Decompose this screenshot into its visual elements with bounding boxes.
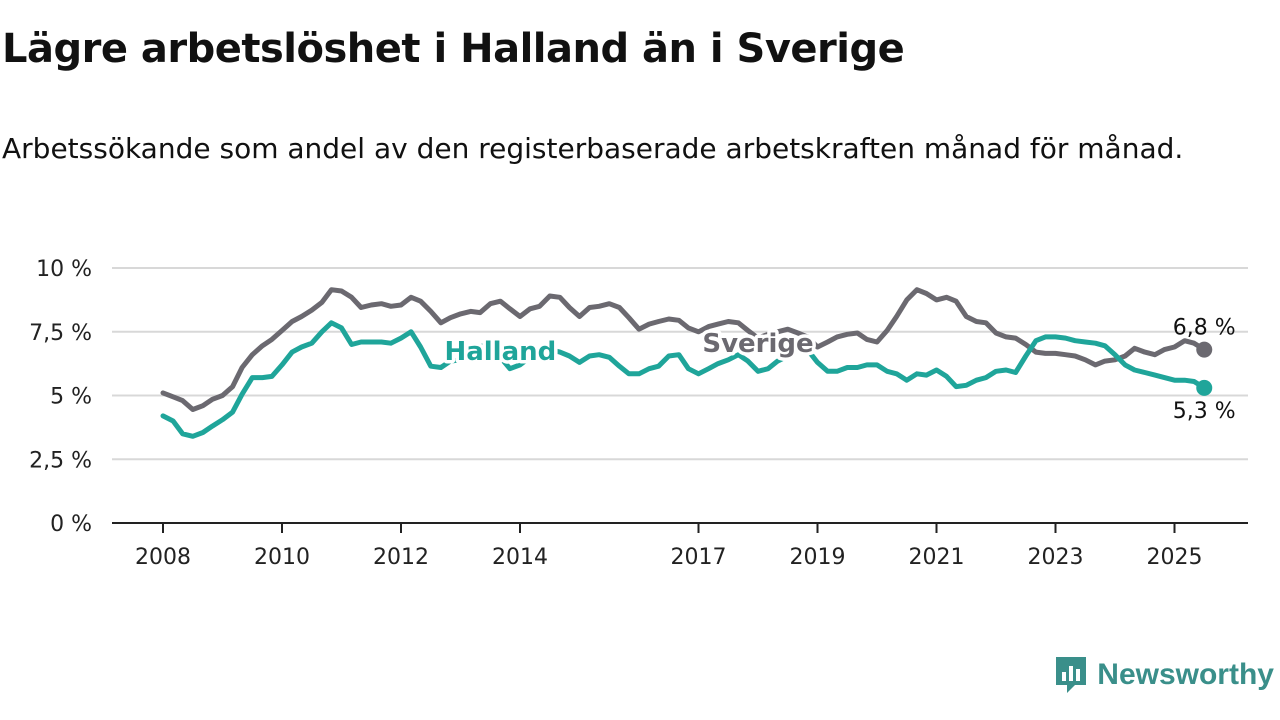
x-tick-label: 2008 [135,545,191,570]
series-label-sverige: Sverige [702,329,813,359]
series-line-halland [160,320,1207,439]
end-point-sverige [1196,341,1213,358]
end-label-halland: 5,3 % [1173,399,1236,424]
x-tick-label: 2010 [254,545,310,570]
x-tick-label: 2025 [1147,545,1203,570]
chart-subtitle: Arbetssökande som andel av den registerb… [2,132,1184,165]
series-line-sverige [160,287,1207,412]
y-tick-label: 10 % [36,257,92,282]
brand[interactable]: Newsworthy [1053,654,1274,696]
x-tick-label: 2012 [373,545,429,570]
series-label-halland: Halland [444,337,556,367]
end-point-halland [1196,379,1213,396]
x-tick-label: 2019 [790,545,846,570]
y-tick-label: 7,5 % [29,321,92,346]
y-tick-label: 2,5 % [29,448,92,473]
x-tick-label: 2021 [909,545,965,570]
x-tick-label: 2023 [1028,545,1084,570]
chart-title: Lägre arbetslöshet i Halland än i Sverig… [2,26,905,72]
y-tick-label: 5 % [50,385,92,410]
newsworthy-logo-icon [1056,657,1087,693]
y-tick-label: 0 % [50,512,92,537]
end-label-sverige: 6,8 % [1173,316,1236,341]
x-tick-label: 2017 [671,545,727,570]
line-chart: 0 % 2,5 % 5 % 7,5 % 10 % 2008 2010 2012 2014 2017… [29,257,1248,570]
brand-name: Newsworthy [1097,658,1274,691]
x-tick-label: 2014 [492,545,548,570]
